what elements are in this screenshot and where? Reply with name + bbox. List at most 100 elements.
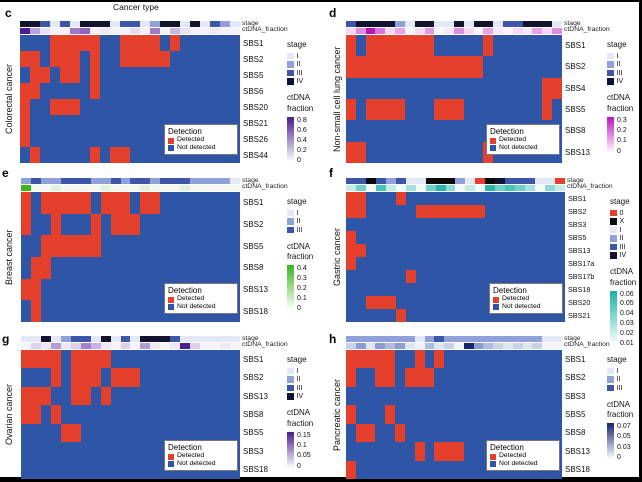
annotation-cell xyxy=(525,178,536,184)
detection-legend-title: Detection xyxy=(168,127,202,136)
heatmap-cell xyxy=(465,270,476,283)
annotation-cell xyxy=(445,184,456,191)
heatmap-cell xyxy=(375,386,386,406)
heatmap-cell xyxy=(150,67,160,83)
heatmap-cell xyxy=(535,309,546,322)
row-label: SBS18 xyxy=(243,465,268,475)
stage-swatch xyxy=(610,252,617,259)
heatmap-cell xyxy=(30,115,40,131)
heatmap-cell xyxy=(434,442,445,461)
annotation-cell xyxy=(40,27,50,34)
annotation-cell xyxy=(180,178,191,184)
heatmap-cell xyxy=(453,350,464,369)
annotation-cell xyxy=(140,342,151,349)
heatmap-cell xyxy=(415,296,426,309)
heatmap-cell xyxy=(110,83,120,99)
detected-swatch xyxy=(168,137,174,144)
heatmap-cell xyxy=(210,115,220,131)
not-detected-swatch xyxy=(168,461,174,468)
heatmap-cell xyxy=(485,231,496,244)
annotation-cell xyxy=(70,21,80,27)
stage-swatch xyxy=(607,367,614,375)
heatmap-cell xyxy=(190,257,201,279)
heatmap-cell xyxy=(375,231,386,244)
heatmap-cell xyxy=(200,51,210,67)
gradient-tick-label: 0.1 xyxy=(297,441,307,449)
gradient-ticks: 0.06 0.05 0.04 0.03 0.02 0.01 xyxy=(620,291,634,347)
heatmap-cell xyxy=(30,300,41,323)
annotation-cell xyxy=(20,21,30,27)
row-label: SBS2 xyxy=(565,62,586,72)
stage-legend: stage 0 X I II III IV xyxy=(610,197,630,260)
heatmap-cell xyxy=(346,386,356,406)
row-label: SBS2 xyxy=(565,373,586,383)
heatmap-cell xyxy=(525,257,536,270)
heatmap-cell xyxy=(90,442,101,461)
heatmap-cell xyxy=(495,309,506,322)
annotation-cell xyxy=(30,178,41,184)
heatmap-cell xyxy=(465,218,476,231)
ctdna-legend-title: fraction xyxy=(287,418,314,428)
gradient-tick-label: 0 xyxy=(617,454,621,462)
annotation-cell xyxy=(30,184,41,191)
ctdna-legend-title: fraction xyxy=(607,410,634,420)
stage-legend-item: II xyxy=(287,375,307,384)
heatmap-cell xyxy=(395,270,406,283)
heatmap-cell xyxy=(40,386,51,406)
annotation-cell xyxy=(404,21,415,27)
heatmap-cell xyxy=(424,442,435,461)
heatmap-cell xyxy=(190,405,201,424)
heatmap-cell xyxy=(120,83,130,99)
heatmap-cell xyxy=(465,296,476,309)
annotation-cell xyxy=(170,342,181,349)
annotation-cell xyxy=(552,336,562,342)
heatmap-cell xyxy=(200,35,210,51)
annotation-cell xyxy=(160,21,170,27)
row-label: SBS8 xyxy=(243,409,264,419)
detection-legend-item: Detected xyxy=(490,452,556,460)
detection-legend-item: Detected xyxy=(493,295,559,303)
annotation-cell xyxy=(100,336,111,342)
heatmap-cell xyxy=(140,192,151,214)
heatmap-cell xyxy=(40,192,51,214)
heatmap-cell xyxy=(50,460,61,479)
detected-swatch xyxy=(168,453,174,460)
heatmap-cell xyxy=(150,192,161,214)
heatmap-cell xyxy=(453,442,464,461)
heatmap-cell xyxy=(405,270,416,283)
heatmap-cell xyxy=(444,98,454,121)
annotation-cell xyxy=(170,27,180,34)
annotation-cell xyxy=(30,21,40,27)
cancer-type-label: Gastric cancer xyxy=(332,227,342,287)
heatmap-cell xyxy=(110,442,121,461)
annotation-cell xyxy=(346,336,356,342)
row-label: SBS13 xyxy=(568,246,591,255)
heatmap-cell xyxy=(375,244,386,257)
annotation-cell xyxy=(465,178,476,184)
heatmap-cell xyxy=(385,192,396,205)
heatmap-cell xyxy=(210,192,221,214)
heatmap-cell xyxy=(50,405,61,424)
heatmap-cell xyxy=(453,368,464,387)
heatmap-cell xyxy=(404,56,415,78)
heatmap-cell xyxy=(545,192,556,205)
stage-swatch xyxy=(610,235,617,242)
annotation-cell xyxy=(434,27,445,34)
annotation-cell xyxy=(424,342,435,349)
gradient-tick-label: 0 xyxy=(297,156,301,164)
row-label: SBS17a xyxy=(568,259,595,268)
annotation-cell xyxy=(483,21,494,27)
heatmap-cell xyxy=(425,231,436,244)
stage-swatch-label: II xyxy=(296,61,301,69)
heatmap-cell xyxy=(365,283,376,296)
heatmap-cell xyxy=(535,244,546,257)
heatmap-cell xyxy=(435,218,446,231)
annotation-cell xyxy=(80,184,91,191)
row-label: SBS6 xyxy=(243,86,264,96)
heatmap-cell xyxy=(355,309,366,322)
heatmap-cell xyxy=(475,192,486,205)
heatmap-cell xyxy=(40,278,51,301)
heatmap-cell xyxy=(453,460,464,479)
heatmap-cell xyxy=(30,278,41,301)
heatmap-cell xyxy=(463,386,474,406)
